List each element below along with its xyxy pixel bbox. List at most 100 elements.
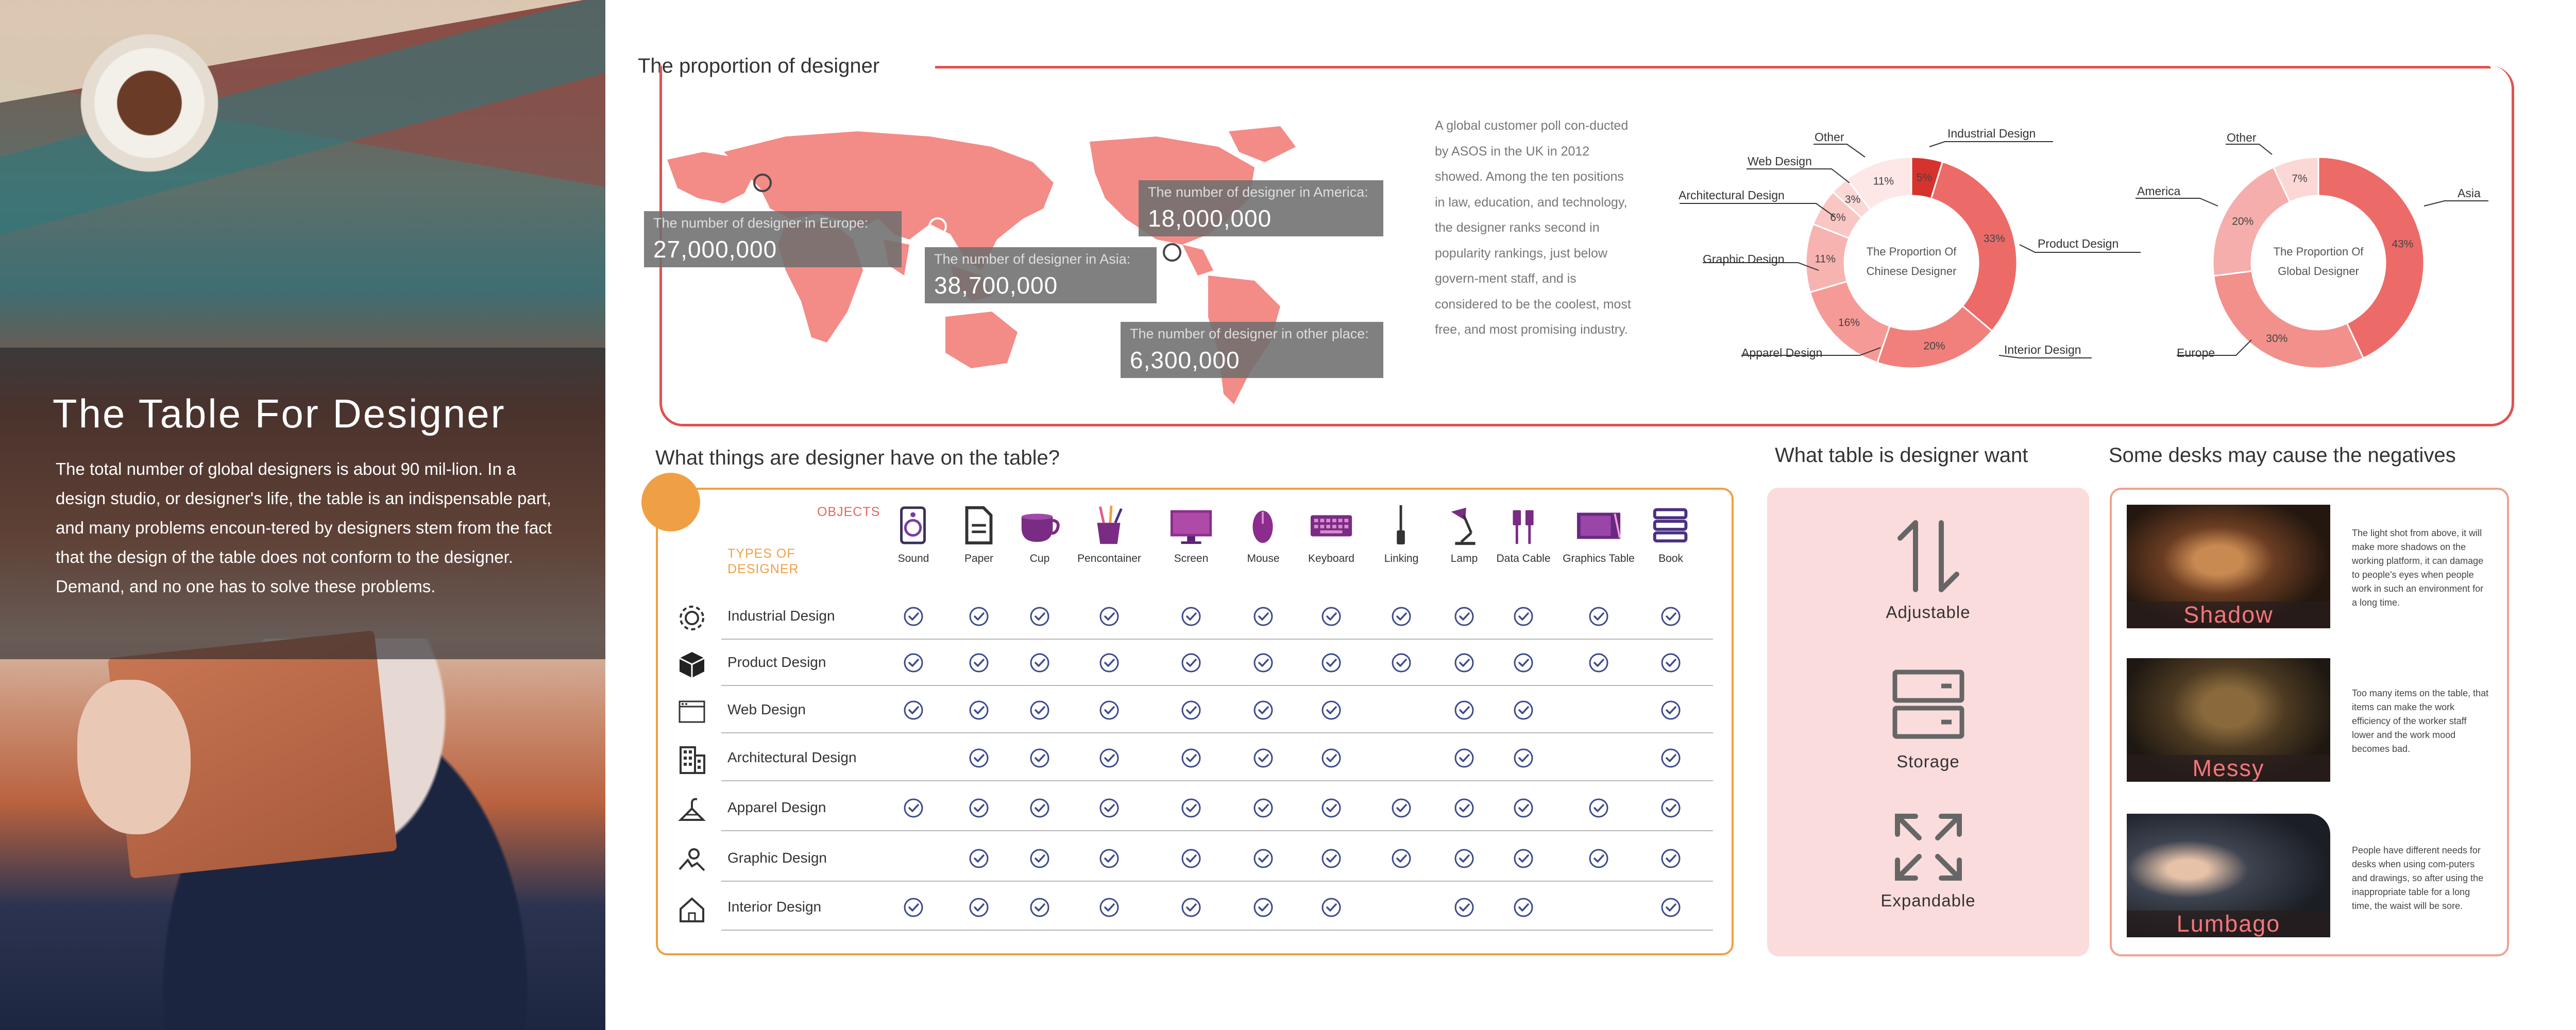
table-row: Architectural Design [672,734,1713,781]
row-divider [721,830,1713,831]
chinese-donut-slice-1 [1930,161,2018,332]
lumbago-description: People have different needs for desks wh… [2352,845,2484,911]
chinese-donut-pct-label-3: 16% [1838,317,1860,329]
check-icon [1391,652,1412,674]
check-icon [903,797,924,819]
check-icon [968,848,990,869]
cover-photo [0,0,605,1030]
chinese-donut-pct-label-2: 20% [1924,340,1945,352]
check-icon [1513,848,1534,869]
check-icon [1098,848,1120,869]
up-down-arrows-icon [1897,520,1959,592]
want-label-storage: Storage [1896,752,1960,771]
check-icon [1588,797,1609,819]
object-name: Graphics Table [1563,553,1635,564]
usb-cable-icon [1500,502,1547,548]
global-donut-slice-3 [2272,156,2319,203]
main-title: The Table For Designer [53,391,506,436]
check-icon [1320,699,1342,721]
link-cable-icon [1378,502,1425,548]
check-icon [1391,848,1412,869]
label-industrial-design: Industrial Design [1947,127,2036,140]
check-icon [968,747,990,769]
house-icon [676,894,707,924]
messy-caption: Messy [2127,755,2330,782]
messy-description: Too many items on the table, that items … [2352,688,2489,754]
label-product-design: Product Design [2038,237,2119,250]
want-panel [1767,488,2089,956]
check-icon [1029,652,1050,674]
check-icon [1320,606,1342,627]
america-marker-icon [1163,243,1181,262]
check-icon [968,606,990,627]
pen-container-icon [1086,502,1132,548]
object-column-2: Cup [1001,502,1078,565]
map-north-america-west [667,152,755,203]
object-column-6: Keyboard [1293,502,1370,565]
check-icon [1029,897,1050,918]
check-icon [1660,652,1682,674]
shadow-description: The light shot from above, it will make … [2352,528,2484,608]
cube-icon [676,649,707,680]
check-icon [1513,797,1534,819]
table-row: Graphic Design [672,834,1713,882]
check-icon [1252,848,1274,869]
global-donut-pct-label-0: 43% [2392,238,2413,250]
mouse-icon [1240,502,1286,548]
check-icon [1660,699,1682,721]
map-eurasia [724,131,1054,270]
map-box-other: The number of designer in other place: 6… [1121,322,1383,378]
check-icon [1453,897,1475,918]
objects-column-label: OBJECTS [817,505,880,519]
poll-description: A global customer poll con-ducted by ASO… [1435,118,1631,337]
check-icon [1252,652,1274,674]
label-asia: Asia [2458,186,2481,200]
check-icon [1453,848,1475,869]
check-icon [968,797,990,819]
object-column-4: Screen [1153,502,1230,565]
chinese-designer-donut-chart: 5% 33% 20% 16% 11% 6%3% 11% [1805,156,2018,369]
label-other-cn: Other [1815,130,1844,144]
designer-type-name: Product Design [727,654,826,670]
check-icon [1453,606,1475,627]
check-icon [1660,606,1682,627]
row-divider [721,685,1713,686]
label-apparel-design: Apparel Design [1741,346,1823,359]
map-australia [945,312,1018,368]
hand-illustration [77,680,191,834]
object-name: Lamp [1450,553,1478,564]
speaker-icon [890,502,937,548]
row-divider [721,639,1713,640]
want-section-title: What table is designer want [1775,444,2028,467]
types-of-designer-label: TYPES OF DESIGNER [727,546,799,576]
paper-icon [956,502,1002,548]
object-column-8: Lamp [1426,502,1503,565]
table-row: Web Design [672,686,1713,733]
check-icon [1513,747,1534,769]
global-donut-slice-0 [2317,156,2425,359]
negatives-section-title: Some desks may cause the negatives [2109,444,2456,467]
object-name: Book [1658,553,1683,564]
check-icon [1098,699,1120,721]
proportion-frame-top-line [935,66,2491,68]
check-icon [1391,606,1412,627]
map-box-asia: The number of designer in Asia: 38,700,0… [925,247,1157,303]
chinese-donut-pct-label-1: 33% [1984,233,2005,245]
designer-type-name: Apparel Design [727,799,826,815]
check-icon [1588,652,1609,674]
label-europe: Europe [2177,346,2215,359]
global-donut-pct-label-3: 7% [2292,173,2307,185]
row-divider [721,881,1713,882]
designer-type-name: Industrial Design [727,608,835,624]
gear-icon [676,603,707,633]
want-item-expandable: Expandable [1767,806,2089,911]
chinese-donut-pct-label-4: 11% [1815,253,1835,265]
check-icon [1588,606,1609,627]
table-section-title: What things are designer have on the tab… [655,447,1060,469]
check-icon [1180,699,1202,721]
check-icon [1098,797,1120,819]
map-central-america [1182,245,1213,276]
europe-marker-icon [753,174,772,192]
label-graphic-design: Graphic Design [1703,252,1785,266]
check-icon [1320,897,1342,918]
